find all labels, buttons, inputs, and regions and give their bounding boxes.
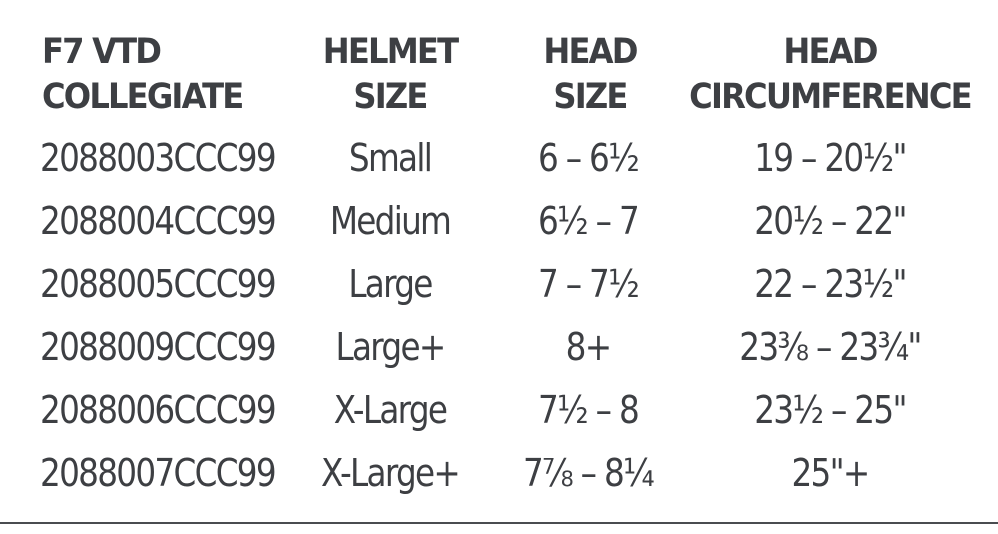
helmet-size: X-Large+ [320, 451, 461, 495]
head-size: 7 – 7½ [537, 262, 640, 306]
head-circumference: 20½ – 22" [754, 199, 907, 243]
header-model: F7 VTD COLLEGIATE [42, 32, 244, 117]
head-size: 6 – 6½ [537, 136, 640, 180]
table-row: 2088004CCC99 Medium 6½ – 7 20½ – 22" [0, 197, 998, 261]
helmet-size: Medium [329, 199, 452, 243]
model-number: 2088003CCC99 [40, 136, 277, 180]
model-number: 2088009CCC99 [40, 325, 277, 369]
model-number: 2088006CCC99 [40, 388, 277, 432]
bottom-divider [0, 522, 998, 524]
table-row: 2088005CCC99 Large 7 – 7½ 22 – 23½" [0, 260, 998, 324]
head-circumference: 25"+ [791, 451, 870, 495]
model-number: 2088004CCC99 [40, 199, 277, 243]
head-circumference: 19 – 20½" [754, 136, 907, 180]
helmet-size: Large [348, 262, 433, 306]
header-head-circumference: HEAD CIRCUMFERENCE [689, 32, 973, 117]
table-row: 2088007CCC99 X-Large+ 7⅞ – 8¼ 25"+ [0, 449, 998, 513]
header-head-size: HEAD SIZE [543, 32, 638, 117]
head-size: 7⅞ – 8¼ [522, 451, 655, 495]
model-number: 2088007CCC99 [40, 451, 277, 495]
head-circumference: 22 – 23½" [754, 262, 907, 306]
table-header-row: F7 VTD COLLEGIATE HELMET SIZE HEAD SIZE … [0, 30, 998, 117]
table-row: 2088006CCC99 X-Large 7½ – 8 23½ – 25" [0, 386, 998, 450]
head-circumference: 23⅜ – 23¾" [739, 325, 922, 369]
helmet-size: Large+ [335, 325, 446, 369]
model-number: 2088005CCC99 [40, 262, 277, 306]
helmet-size: Small [348, 136, 433, 180]
table-row: 2088003CCC99 Small 6 – 6½ 19 – 20½" [0, 134, 998, 198]
header-helmet-size: HELMET SIZE [322, 32, 459, 117]
head-size: 8+ [565, 325, 612, 369]
table-row: 2088009CCC99 Large+ 8+ 23⅜ – 23¾" [0, 323, 998, 387]
head-circumference: 23½ – 25" [754, 388, 907, 432]
helmet-size: X-Large [333, 388, 448, 432]
head-size: 6½ – 7 [537, 199, 640, 243]
head-size: 7½ – 8 [537, 388, 640, 432]
